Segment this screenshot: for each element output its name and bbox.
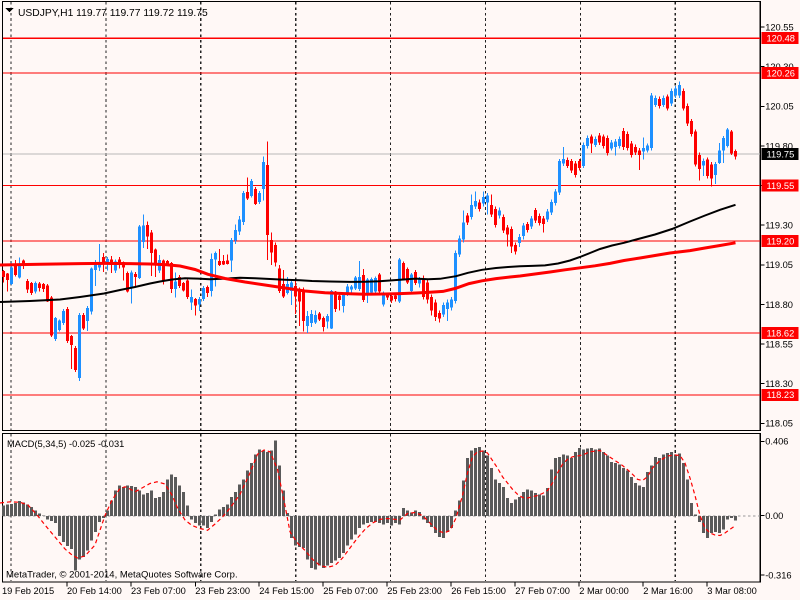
svg-text:MetaTrader, © 2001-2014, MetaQ: MetaTrader, © 2001-2014, MetaQuotes Soft… bbox=[6, 570, 238, 581]
svg-text:119.20: 119.20 bbox=[767, 236, 795, 246]
svg-text:0.00: 0.00 bbox=[765, 511, 783, 521]
svg-text:120.30: 120.30 bbox=[765, 62, 793, 72]
svg-text:120.26: 120.26 bbox=[767, 68, 795, 78]
svg-text:24 Feb 15:00: 24 Feb 15:00 bbox=[259, 586, 314, 596]
svg-text:19 Feb 2015: 19 Feb 2015 bbox=[2, 586, 54, 596]
svg-text:119.80: 119.80 bbox=[765, 141, 793, 151]
svg-text:119.05: 119.05 bbox=[765, 260, 793, 270]
svg-text:3 Mar 08:00: 3 Mar 08:00 bbox=[707, 586, 757, 596]
svg-text:25 Feb 23:00: 25 Feb 23:00 bbox=[387, 586, 442, 596]
svg-text:MACD(5,34,5) -0.025 -0.031: MACD(5,34,5) -0.025 -0.031 bbox=[7, 439, 124, 449]
svg-text:118.55: 118.55 bbox=[765, 339, 793, 349]
svg-text:0.406: 0.406 bbox=[765, 437, 788, 447]
svg-text:2 Mar 00:00: 2 Mar 00:00 bbox=[579, 586, 629, 596]
svg-text:120.48: 120.48 bbox=[767, 34, 795, 44]
svg-text:25 Feb 07:00: 25 Feb 07:00 bbox=[323, 586, 378, 596]
svg-text:118.80: 118.80 bbox=[765, 300, 793, 310]
svg-text:118.62: 118.62 bbox=[767, 328, 795, 338]
svg-text:23 Feb 23:00: 23 Feb 23:00 bbox=[195, 586, 250, 596]
svg-text:27 Feb 07:00: 27 Feb 07:00 bbox=[515, 586, 570, 596]
svg-text:119.55: 119.55 bbox=[767, 181, 795, 191]
svg-text:118.05: 118.05 bbox=[765, 419, 793, 429]
svg-text:26 Feb 15:00: 26 Feb 15:00 bbox=[451, 586, 506, 596]
svg-text:119.30: 119.30 bbox=[765, 221, 793, 231]
svg-text:118.23: 118.23 bbox=[767, 390, 795, 400]
svg-text:120.55: 120.55 bbox=[765, 22, 793, 32]
svg-text:23 Feb 07:00: 23 Feb 07:00 bbox=[131, 586, 186, 596]
svg-text:2 Mar 16:00: 2 Mar 16:00 bbox=[643, 586, 693, 596]
svg-text:118.30: 118.30 bbox=[765, 379, 793, 389]
svg-text:120.05: 120.05 bbox=[765, 102, 793, 112]
svg-text:20 Feb 14:00: 20 Feb 14:00 bbox=[67, 586, 122, 596]
svg-text:119.75: 119.75 bbox=[767, 150, 795, 160]
svg-text:-0.316: -0.316 bbox=[765, 570, 791, 580]
svg-text:USDJPY,H1 119.77 119.77 119.7: USDJPY,H1 119.77 119.77 119.72 119.75 bbox=[18, 8, 208, 19]
